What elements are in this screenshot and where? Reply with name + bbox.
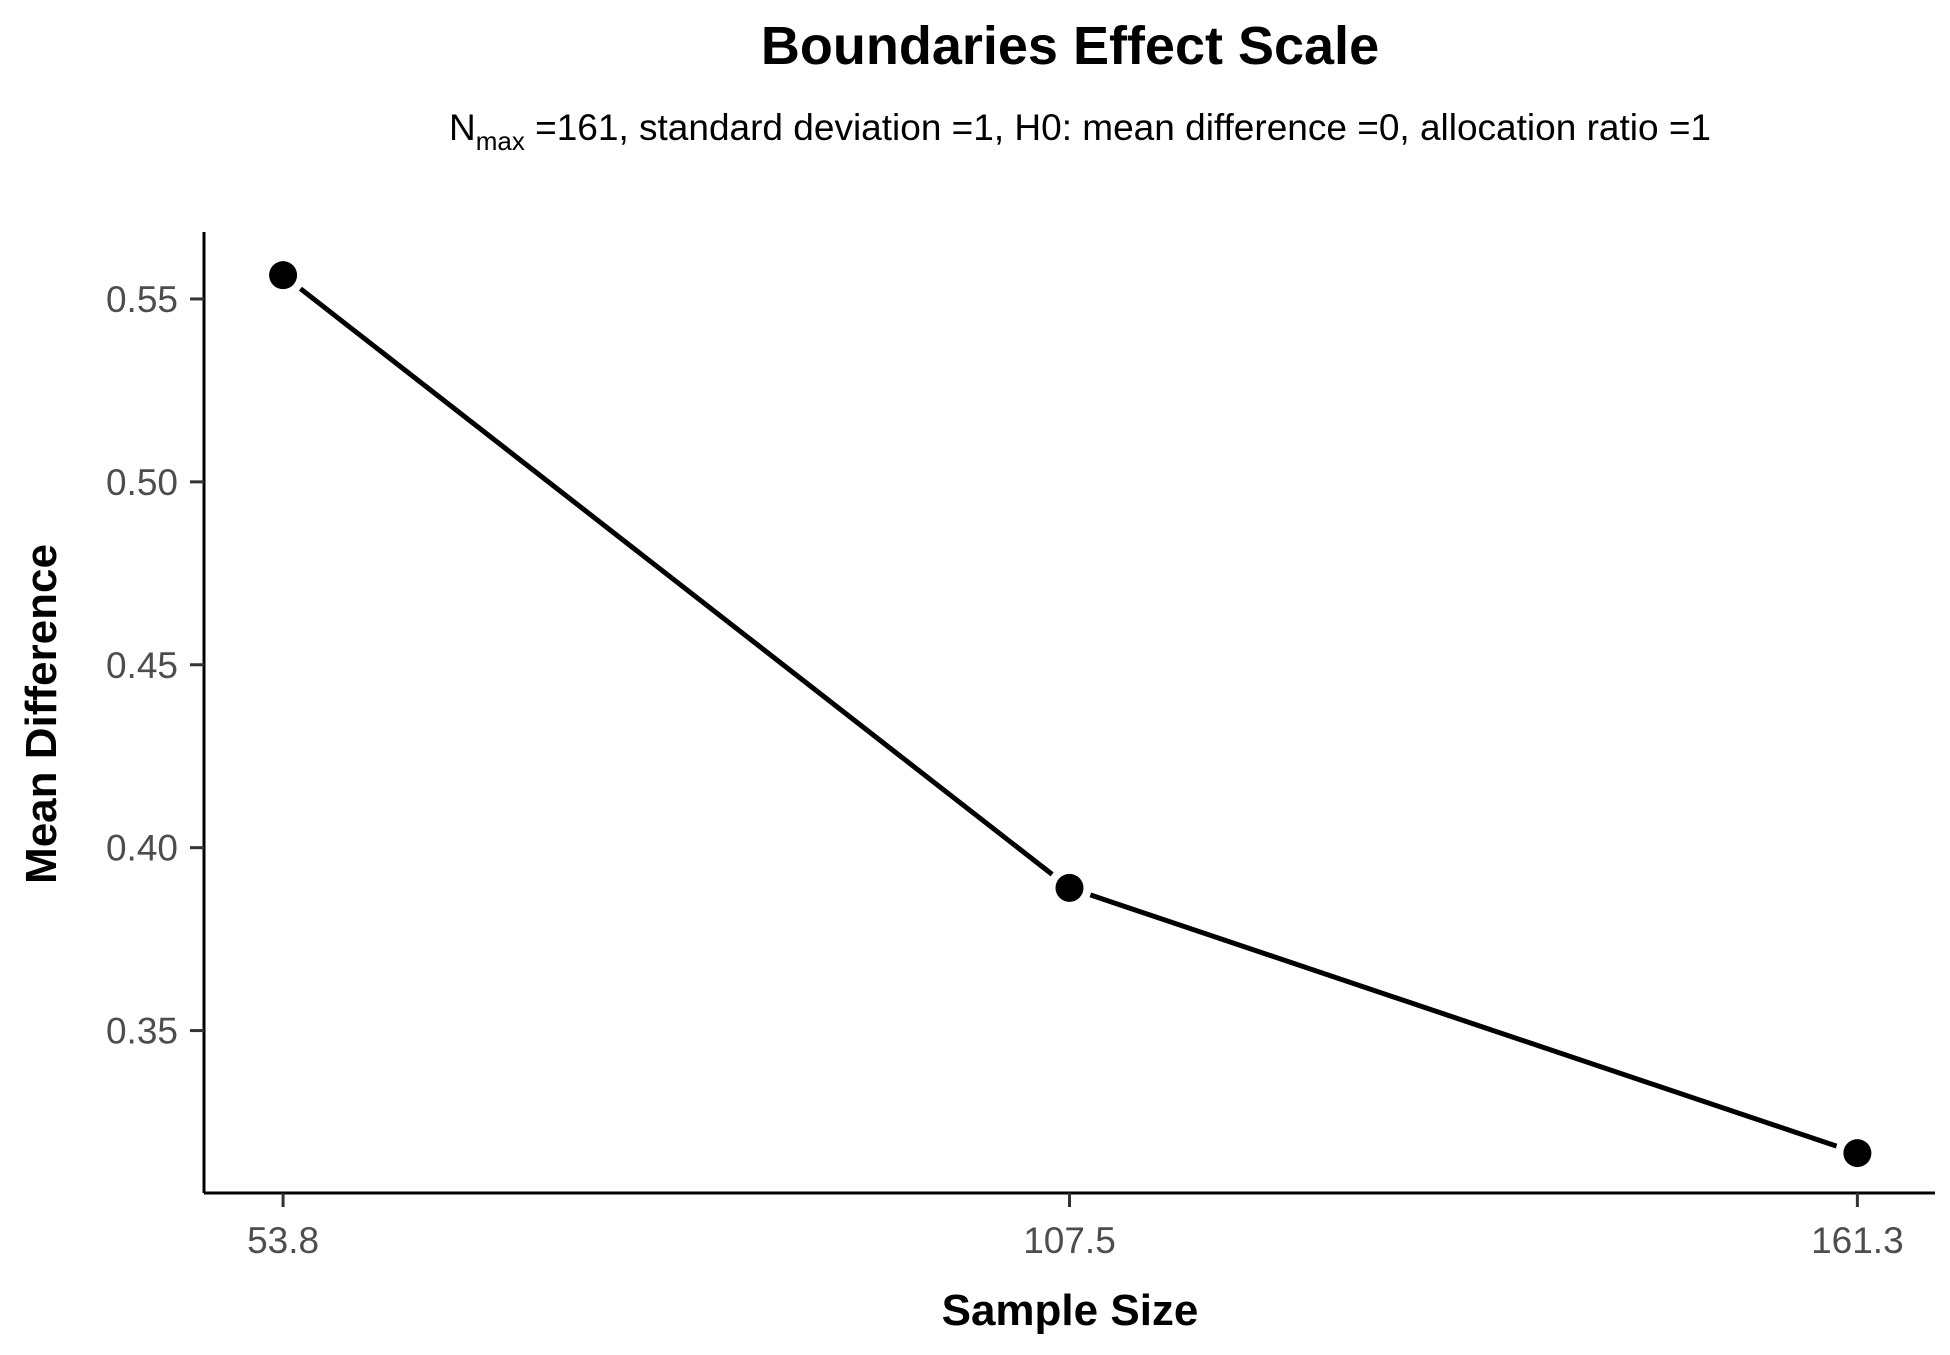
chart-subtitle: Nmax =161, standard deviation =1, H0: me… bbox=[449, 107, 1711, 156]
subtitle-n-subscript: max bbox=[476, 126, 525, 156]
y-tick-label: 0.40 bbox=[106, 828, 178, 869]
x-tick-label: 161.3 bbox=[1811, 1220, 1904, 1261]
data-point bbox=[1843, 1139, 1872, 1168]
series-line-segment bbox=[298, 286, 1054, 877]
subtitle-n-symbol: N bbox=[449, 107, 476, 148]
ticks: 0.35 0.40 0.45 0.50 0.55 53.8 107.5 161.3 bbox=[106, 279, 1904, 1261]
y-axis-label: Mean Difference bbox=[17, 544, 66, 884]
y-tick-label: 0.50 bbox=[106, 462, 178, 503]
y-tick-label: 0.35 bbox=[106, 1011, 178, 1052]
series bbox=[269, 261, 1872, 1168]
x-tick-label: 107.5 bbox=[1023, 1220, 1116, 1261]
y-tick-label: 0.45 bbox=[106, 645, 178, 686]
x-tick-label: 53.8 bbox=[247, 1220, 319, 1261]
series-line-segment bbox=[1089, 892, 1838, 1149]
axes bbox=[202, 232, 1935, 1195]
data-point bbox=[1055, 873, 1084, 902]
y-tick-label: 0.55 bbox=[106, 279, 178, 320]
data-point bbox=[269, 261, 298, 290]
x-axis-label: Sample Size bbox=[942, 1286, 1199, 1335]
chart-title: Boundaries Effect Scale bbox=[761, 16, 1379, 76]
subtitle-parameters: =161, standard deviation =1, H0: mean di… bbox=[525, 107, 1711, 148]
